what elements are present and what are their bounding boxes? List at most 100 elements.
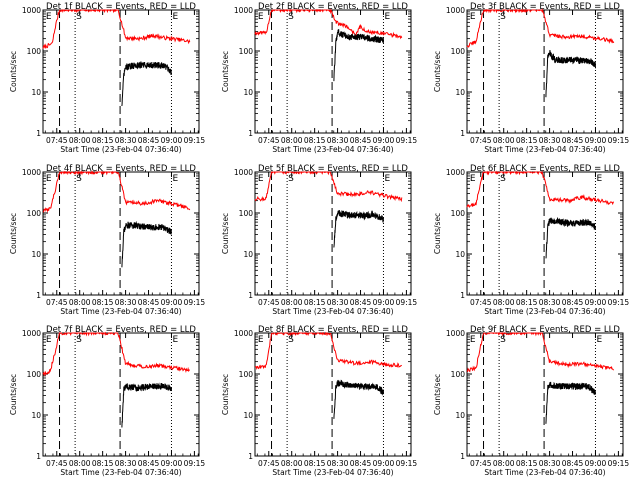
x-tick-label: 08:15 <box>516 298 538 307</box>
event-marker-label: E <box>46 174 52 184</box>
event-marker-label: E <box>172 174 178 184</box>
x-tick-label: 08:45 <box>350 459 372 468</box>
event-marker-label: S <box>500 335 506 345</box>
x-tick-label: 08:15 <box>92 136 114 145</box>
y-tick-label: 10 <box>31 250 41 259</box>
x-tick-label: 07:45 <box>46 298 68 307</box>
x-tick-label: 08:15 <box>92 459 114 468</box>
x-tick-label: 08:15 <box>304 136 326 145</box>
plot-frame <box>254 171 412 296</box>
chart-title: Det 8f BLACK = Events, RED = LLD <box>258 325 408 335</box>
x-tick-label: 07:45 <box>470 459 492 468</box>
chart-title: Det 4f BLACK = Events, RED = LLD <box>46 164 196 174</box>
y-tick-label: 1 <box>248 452 253 461</box>
chart-panel-9: Det 9f BLACK = Events, RED = LLD 1 10 100 10… <box>433 325 629 477</box>
x-tick-label: 08:00 <box>493 459 515 468</box>
events-series-line <box>333 210 384 248</box>
y-axis-label: Counts/sec <box>221 374 230 415</box>
lld-series-line <box>254 170 403 203</box>
event-marker-label: S <box>76 174 82 184</box>
lld-series-line <box>254 8 403 40</box>
y-tick-label: 1 <box>36 129 41 138</box>
y-axis-label: Counts/sec <box>9 213 18 254</box>
x-tick-label: 09:00 <box>161 459 183 468</box>
event-marker-label: E <box>46 12 52 22</box>
x-tick-label: 09:15 <box>396 136 418 145</box>
x-tick-label: 08:00 <box>281 136 303 145</box>
y-tick-label: 100 <box>239 370 254 379</box>
x-tick-label: 09:00 <box>373 298 395 307</box>
y-tick-label: 100 <box>451 209 466 218</box>
y-tick-label: 1000 <box>22 6 41 15</box>
chart-title: Det 3f BLACK = Events, RED = LLD <box>470 2 620 12</box>
x-tick-label: 07:45 <box>258 298 280 307</box>
x-tick-label: 08:30 <box>327 459 349 468</box>
chart-panel-3: Det 3f BLACK = Events, RED = LLD 1 10 100 10… <box>433 2 629 154</box>
chart-title: Det 1f BLACK = Events, RED = LLD <box>46 2 196 12</box>
events-series-line <box>121 220 172 268</box>
events-series-line <box>121 382 172 428</box>
x-tick-label: 09:00 <box>585 459 607 468</box>
lld-series-line <box>42 331 190 377</box>
event-marker-label: E <box>470 335 476 345</box>
chart-panel-2: Det 2f BLACK = Events, RED = LLD 1 10 100 10… <box>221 2 417 154</box>
y-tick-label: 1 <box>248 291 253 300</box>
chart-panel-8: Det 8f BLACK = Events, RED = LLD 1 10 100 10… <box>221 325 417 477</box>
chart-title: Det 9f BLACK = Events, RED = LLD <box>470 325 620 335</box>
event-marker-label: E <box>384 12 390 22</box>
x-tick-label: 09:15 <box>396 459 418 468</box>
plot-frame <box>466 171 624 296</box>
y-tick-label: 1000 <box>446 329 465 338</box>
y-tick-label: 100 <box>239 209 254 218</box>
x-tick-label: 07:45 <box>46 136 68 145</box>
y-tick-label: 1 <box>460 452 465 461</box>
x-tick-label: 08:45 <box>138 136 160 145</box>
x-tick-label: 08:45 <box>138 298 160 307</box>
event-marker-label: S <box>500 12 506 22</box>
y-tick-label: 1000 <box>22 168 41 177</box>
y-tick-label: 10 <box>455 411 465 420</box>
x-tick-label: 09:00 <box>161 298 183 307</box>
y-tick-label: 100 <box>451 370 466 379</box>
x-tick-label: 09:15 <box>184 459 206 468</box>
y-tick-label: 1 <box>36 291 41 300</box>
y-tick-label: 1 <box>460 291 465 300</box>
event-marker-label: E <box>172 12 178 22</box>
chart-panel-7: Det 7f BLACK = Events, RED = LLD 1 10 100 10… <box>9 325 205 477</box>
x-tick-label: 09:00 <box>373 459 395 468</box>
event-marker-label: S <box>288 174 294 184</box>
x-tick-label: 08:00 <box>69 459 91 468</box>
plot-frame <box>42 9 200 134</box>
plot-frame <box>42 332 200 457</box>
x-tick-label: 08:15 <box>92 298 114 307</box>
x-tick-label: 08:30 <box>539 298 561 307</box>
x-axis-label: Start Time (23-Feb-04 07:36:40) <box>484 307 605 316</box>
x-tick-label: 07:45 <box>46 459 68 468</box>
x-tick-label: 08:15 <box>304 459 326 468</box>
plot-frame <box>254 9 412 134</box>
chart-title: Det 7f BLACK = Events, RED = LLD <box>46 325 196 335</box>
x-tick-label: 08:00 <box>493 136 515 145</box>
events-series-line <box>545 50 596 98</box>
chart-title: Det 2f BLACK = Events, RED = LLD <box>258 2 408 12</box>
y-tick-label: 1 <box>248 129 253 138</box>
event-marker-label: S <box>500 174 506 184</box>
x-tick-label: 08:30 <box>327 298 349 307</box>
x-tick-label: 08:00 <box>493 298 515 307</box>
y-axis-label: Counts/sec <box>433 213 442 254</box>
event-marker-label: E <box>258 12 264 22</box>
x-tick-label: 07:45 <box>470 298 492 307</box>
plot-frame <box>466 9 624 134</box>
y-tick-label: 100 <box>451 47 466 56</box>
x-axis-label: Start Time (23-Feb-04 07:36:40) <box>60 307 181 316</box>
x-tick-label: 08:00 <box>69 298 91 307</box>
y-axis-label: Counts/sec <box>221 213 230 254</box>
x-tick-label: 09:15 <box>608 298 630 307</box>
y-tick-label: 1000 <box>446 6 465 15</box>
event-marker-label: E <box>46 335 52 345</box>
event-marker-label: E <box>470 12 476 22</box>
chart-panel-1: Det 1f BLACK = Events, RED = LLD 1 10 100 10… <box>9 2 205 154</box>
x-tick-label: 08:45 <box>138 459 160 468</box>
event-marker-label: S <box>76 335 82 345</box>
